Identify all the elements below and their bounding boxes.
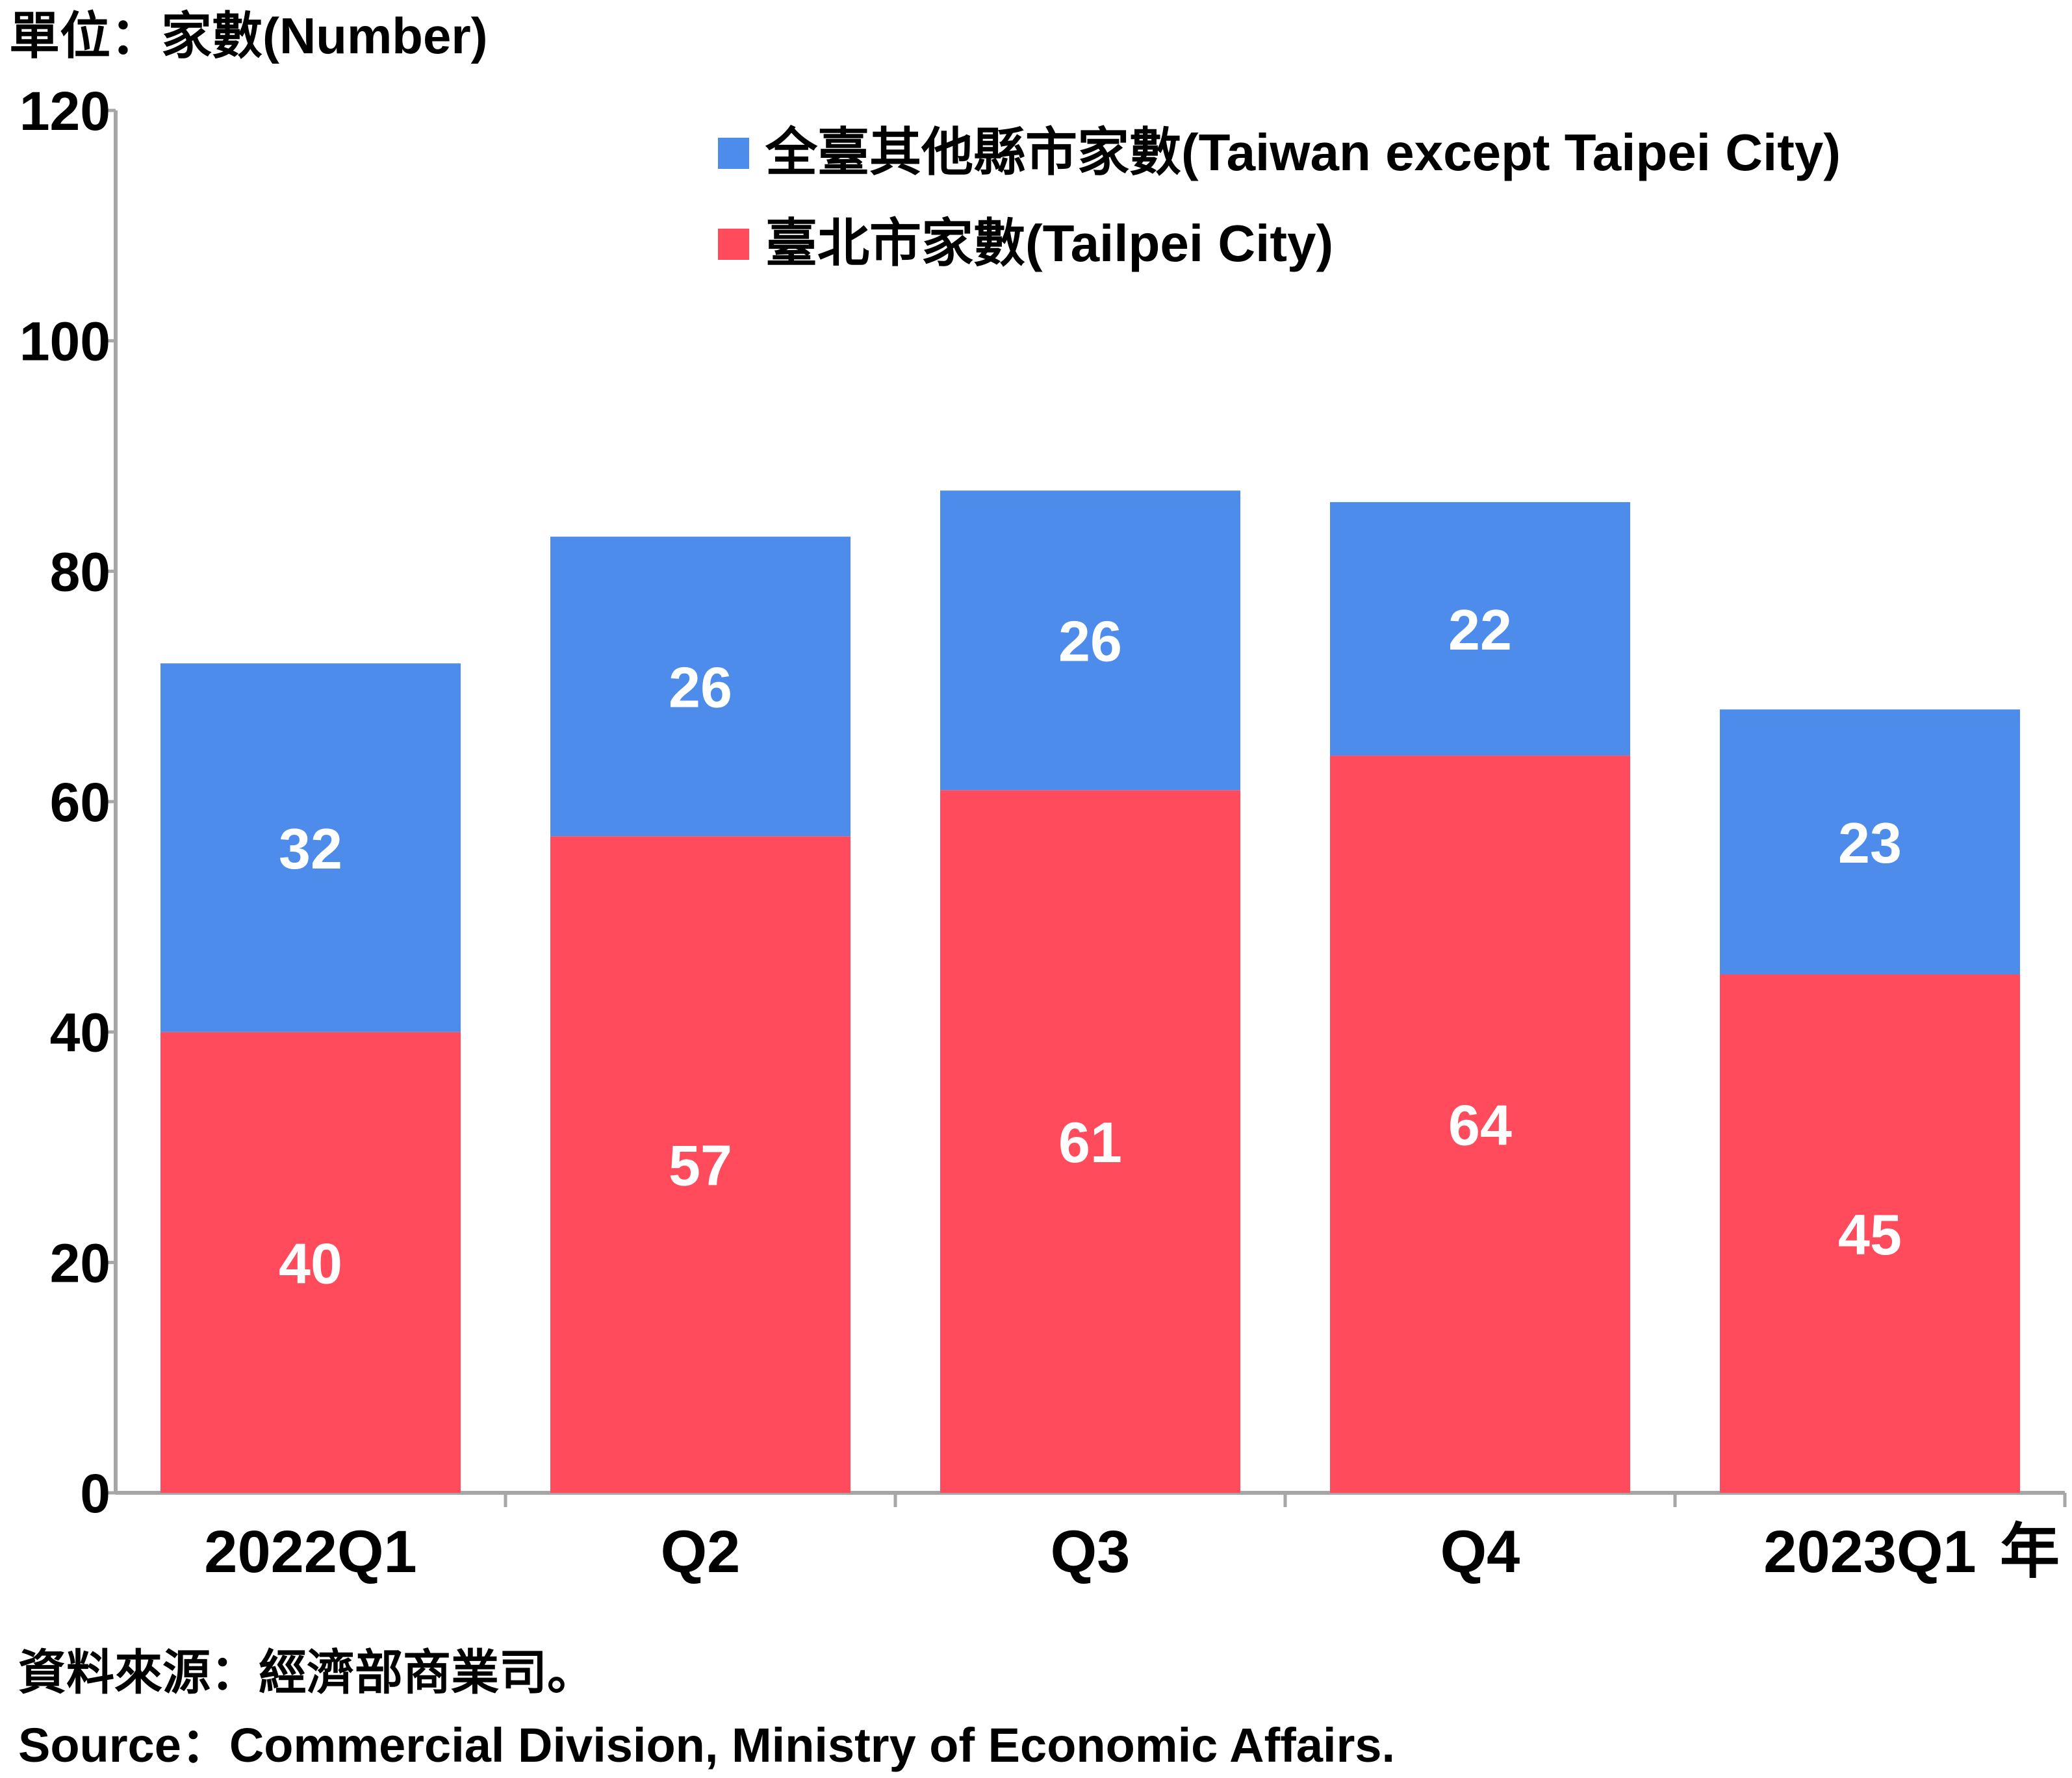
y-tick-label: 0 bbox=[80, 1463, 110, 1524]
x-tick-label: Q4 bbox=[1440, 1519, 1520, 1585]
x-tick-label: 2023Q1 bbox=[1763, 1519, 1976, 1585]
legend-label: 全臺其他縣市家數(Taiwan except Taipei City) bbox=[765, 123, 1841, 181]
bar-taipei bbox=[160, 1032, 461, 1493]
y-tick-label: 60 bbox=[50, 772, 110, 833]
bar-taipei bbox=[550, 836, 851, 1493]
x-tick-label: Q2 bbox=[661, 1519, 741, 1585]
data-label: 64 bbox=[1448, 1093, 1512, 1158]
data-label: 32 bbox=[279, 817, 342, 881]
bar-taipei bbox=[1330, 756, 1630, 1493]
unit-label: 單位：家數(Number) bbox=[9, 7, 488, 64]
y-tick-label: 100 bbox=[19, 311, 110, 372]
data-label: 57 bbox=[669, 1134, 732, 1198]
data-label: 26 bbox=[1058, 609, 1122, 674]
y-tick-label: 120 bbox=[19, 81, 110, 142]
source-zh: 資料來源：經濟部商業司。 bbox=[18, 1645, 595, 1699]
source-en: Source：Commercial Division, Ministry of … bbox=[18, 1718, 1395, 1772]
data-label: 26 bbox=[669, 655, 732, 720]
data-label: 61 bbox=[1058, 1110, 1122, 1175]
bars: 40 32 57 26 61 26 64 22 45 23 bbox=[160, 490, 2020, 1493]
bar-other-cities bbox=[940, 490, 1240, 791]
legend-swatch bbox=[718, 229, 749, 260]
x-tick-label: Q3 bbox=[1051, 1519, 1131, 1585]
bar-taipei bbox=[1720, 974, 2020, 1493]
data-label: 22 bbox=[1448, 598, 1512, 662]
data-label: 23 bbox=[1838, 811, 1902, 875]
x-tick-label: 2022Q1 bbox=[204, 1519, 416, 1585]
bar-other-cities bbox=[160, 663, 461, 1032]
data-label: 45 bbox=[1838, 1202, 1902, 1267]
legend-label: 臺北市家數(Tailpei City) bbox=[765, 214, 1333, 272]
bar-other-cities bbox=[1720, 709, 2020, 974]
x-axis-suffix: 年 bbox=[2000, 1519, 2060, 1585]
bar-other-cities bbox=[550, 537, 851, 837]
y-tick-label: 20 bbox=[50, 1232, 110, 1293]
bar-taipei bbox=[940, 790, 1240, 1493]
y-tick-label: 40 bbox=[50, 1002, 110, 1063]
axes: 0 20 40 60 80 100 120 2022Q1 Q2 Q3 Q4 2023Q1 年 bbox=[19, 81, 2067, 1585]
bar-other-cities bbox=[1330, 502, 1630, 756]
y-tick-label: 80 bbox=[50, 541, 110, 602]
legend: 全臺其他縣市家數(Taiwan except Taipei City) 臺北市家數… bbox=[718, 123, 1841, 272]
legend-swatch bbox=[718, 138, 749, 169]
data-label: 40 bbox=[279, 1231, 342, 1295]
